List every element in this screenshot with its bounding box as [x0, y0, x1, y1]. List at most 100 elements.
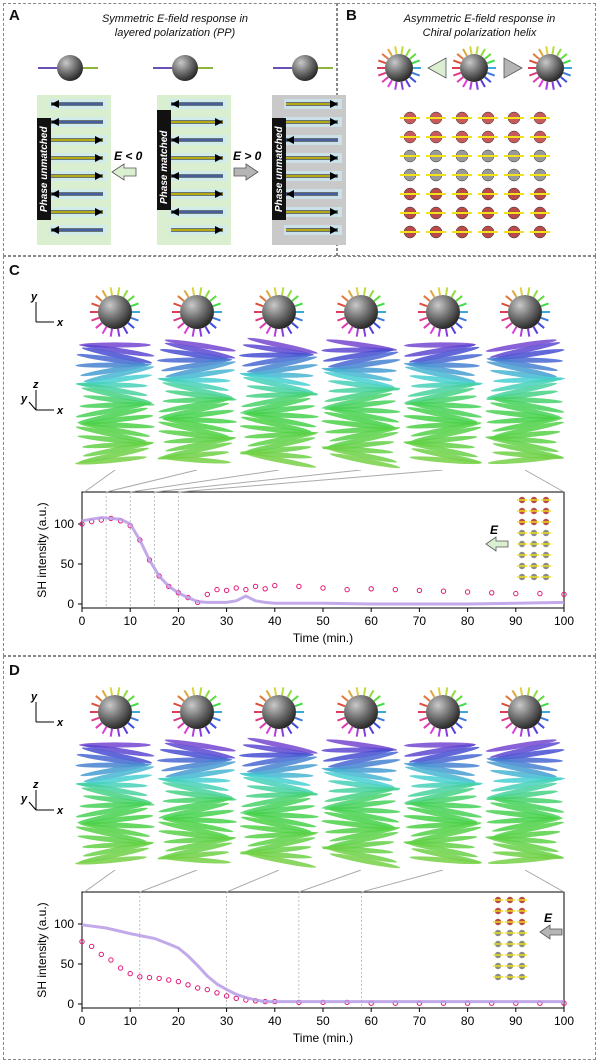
data-point [79, 521, 85, 527]
connector-line [139, 870, 198, 893]
d-sphere-2 [172, 687, 222, 737]
b-glyph [426, 149, 446, 163]
data-point [489, 590, 495, 596]
d-domain-6 [485, 739, 565, 865]
panel-d-axes-xyz [28, 790, 54, 811]
y-tick-label: 50 [61, 957, 75, 971]
data-point [272, 582, 278, 589]
connector-line [524, 870, 565, 893]
b-glyph [426, 225, 446, 239]
data-point [146, 974, 153, 981]
b-glyph [452, 168, 472, 182]
x-tick-label: 100 [554, 614, 574, 628]
panel-b-title: Asymmetric E-field response in Chiral po… [372, 12, 587, 40]
x-tick-label: 0 [79, 1014, 86, 1028]
connector-line [298, 870, 362, 893]
data-point [344, 586, 350, 593]
c-domain-4 [321, 339, 401, 469]
b-glyph [452, 149, 472, 163]
d-domain-1 [75, 742, 155, 865]
data-point [392, 586, 398, 593]
c-sphere-4 [336, 287, 386, 337]
d-domain-2 [157, 739, 237, 864]
data-point [214, 990, 220, 996]
c-sphere-5 [418, 287, 468, 337]
b-glyph [452, 187, 472, 201]
x-tick-label: 40 [268, 614, 282, 628]
d-axis-z: z [32, 779, 39, 791]
d-domain-4 [321, 739, 401, 869]
b-glyph [478, 168, 498, 182]
c-domain-3 [239, 337, 319, 468]
d-sphere-1 [90, 687, 140, 737]
b-glyph [530, 111, 550, 125]
x-tick-label: 60 [365, 1014, 379, 1028]
panel-b-title-line1: Asymmetric E-field response in [403, 13, 556, 25]
b-glyph [530, 206, 550, 220]
c-domain-6 [485, 339, 565, 465]
x-tick-label: 80 [461, 1014, 475, 1028]
connector-line [178, 470, 444, 493]
fit-line [81, 516, 565, 606]
y-tick-label: 50 [61, 557, 75, 571]
data-point [537, 590, 543, 597]
chart-c: 0 10 20 30 40 50 60 70 80 90 100 0 50 100 Time (min.) S… [35, 470, 574, 645]
data-point [296, 583, 302, 590]
x-tick-label: 20 [172, 1014, 186, 1028]
data-point [175, 978, 182, 985]
y-tick-label: 100 [54, 517, 74, 531]
b-glyph [400, 225, 420, 239]
chart-field-label: E [544, 911, 553, 925]
x-tick-label: 0 [79, 614, 86, 628]
connector-line [84, 870, 116, 893]
connector-line [361, 870, 444, 893]
b-sphere-1 [377, 46, 421, 90]
chart-d: 0 10 20 30 40 50 60 70 80 90 100 0 50 100 Time (min.) S… [35, 870, 574, 1045]
a-sphere-3 [273, 55, 333, 81]
b-glyph [452, 111, 472, 125]
d-axis-y2: y [20, 793, 28, 805]
data-point [513, 590, 519, 597]
svg-text:Phase unmatched: Phase unmatched [274, 126, 285, 212]
data-point [233, 585, 239, 591]
b-right-field-arrow [503, 57, 523, 79]
x-tick-label: 10 [124, 1014, 138, 1028]
data-point [185, 982, 191, 988]
d-domain-5 [403, 742, 483, 865]
data-point [233, 995, 239, 1002]
data-point [79, 938, 85, 945]
b-glyph [530, 149, 550, 163]
connector-line [226, 870, 280, 893]
panel-a-title-line1: Symmetric E-field response in [101, 13, 249, 25]
data-point [166, 977, 172, 983]
field-neg-label: E < 0 [114, 149, 143, 163]
x-tick-label: 70 [413, 1014, 427, 1028]
c-domain-2 [157, 339, 237, 464]
x-tick-label: 50 [316, 614, 330, 628]
x-tick-label: 30 [220, 614, 234, 628]
b-glyph [400, 111, 420, 125]
panel-d-label: D [9, 662, 20, 679]
y-tick-label: 100 [54, 917, 74, 931]
x-axis-label: Time (min.) [293, 1031, 353, 1045]
left-phase-tag: Phase unmatched [37, 118, 51, 220]
c-sphere-6 [500, 287, 550, 337]
b-sphere-3 [528, 46, 572, 90]
connector-line [130, 470, 280, 493]
b-glyph [504, 111, 524, 125]
panel-c-label: C [9, 262, 20, 279]
data-point [98, 951, 104, 958]
connector-line [524, 470, 565, 493]
panel-c-axes-xyz [28, 390, 54, 411]
d-sphere-6 [500, 687, 550, 737]
b-glyph [530, 130, 550, 144]
b-glyph [452, 130, 472, 144]
data-point [204, 986, 211, 993]
b-glyph [426, 206, 446, 220]
data-point [127, 970, 133, 977]
panel-a-label: A [9, 7, 20, 24]
b-glyph [478, 130, 498, 144]
b-left-field-arrow [427, 57, 447, 79]
field-pos-arrow [233, 163, 259, 181]
